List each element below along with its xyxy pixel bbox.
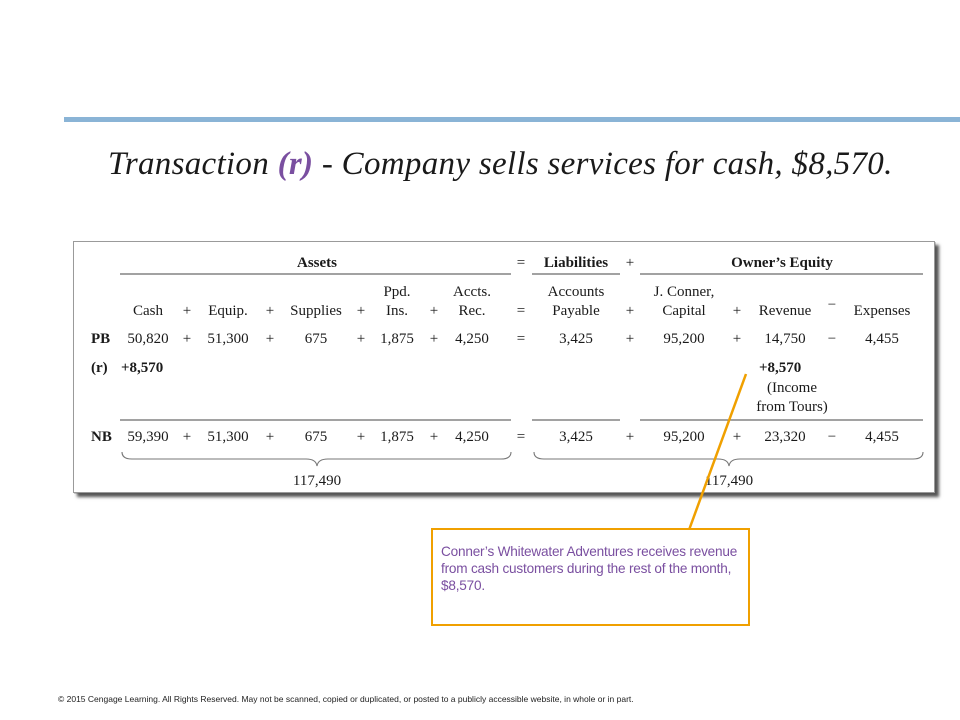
op-plus: + — [430, 303, 438, 319]
header-liabilities: Liabilities — [544, 255, 608, 271]
row-label-pb: PB — [91, 331, 110, 347]
op-plus: + — [266, 331, 274, 347]
nb-capital: 95,200 — [663, 429, 704, 445]
pb-ppd: 1,875 — [380, 331, 414, 347]
liab-equity-total-brace — [533, 451, 924, 467]
header-equals-op: = — [517, 255, 525, 271]
col-equip: Equip. — [208, 303, 248, 319]
col-ap-line2: Payable — [552, 303, 600, 319]
op-plus: + — [357, 303, 365, 319]
nb-cash: 59,390 — [127, 429, 168, 445]
assets-total-brace — [121, 451, 512, 467]
nb-expenses: 4,455 — [865, 429, 899, 445]
nb-equip: 51,300 — [207, 429, 248, 445]
op-equals: = — [517, 429, 525, 445]
row-label-nb: NB — [91, 429, 112, 445]
nb-accts: 4,250 — [455, 429, 489, 445]
title-suffix: - Company sells services for cash, $8,57… — [313, 146, 893, 182]
op-plus: + — [626, 331, 634, 347]
header-assets: Assets — [297, 255, 337, 271]
op-plus: + — [357, 331, 365, 347]
top-accent-rule — [64, 117, 960, 122]
op-plus: + — [266, 303, 274, 319]
pb-cash: 50,820 — [127, 331, 168, 347]
op-plus: + — [626, 429, 634, 445]
op-minus: − — [828, 331, 836, 347]
pb-revenue: 14,750 — [764, 331, 805, 347]
title-prefix: Transaction — [108, 146, 278, 182]
r-revenue: +8,570 — [759, 360, 801, 376]
pb-ap: 3,425 — [559, 331, 593, 347]
col-ap-line1: Accounts — [548, 284, 605, 300]
r-revenue-note-line1: (Income — [767, 380, 817, 396]
op-plus: + — [626, 303, 634, 319]
equation-table-svg: Assets = Liabilities + Owner’s Equity Pp… — [91, 255, 924, 489]
slide-title: Transaction (r) - Company sells services… — [108, 142, 908, 187]
pb-accts: 4,250 — [455, 331, 489, 347]
nb-ppd: 1,875 — [380, 429, 414, 445]
op-plus: + — [183, 331, 191, 347]
op-plus: + — [357, 429, 365, 445]
op-minus: − — [828, 297, 836, 313]
pb-capital: 95,200 — [663, 331, 704, 347]
op-equals: = — [517, 331, 525, 347]
pb-expenses: 4,455 — [865, 331, 899, 347]
nb-supplies: 675 — [305, 429, 328, 445]
header-owners-equity: Owner’s Equity — [731, 255, 833, 271]
nb-ap: 3,425 — [559, 429, 593, 445]
op-equals: = — [517, 303, 525, 319]
nb-revenue: 23,320 — [764, 429, 805, 445]
col-capital-line1: J. Conner, — [654, 284, 715, 300]
col-revenue: Revenue — [759, 303, 812, 319]
r-cash: +8,570 — [121, 360, 163, 376]
col-accts-line1: Accts. — [453, 284, 491, 300]
col-capital-line2: Capital — [662, 303, 705, 319]
assets-total: 117,490 — [293, 473, 341, 489]
title-transaction-code: (r) — [277, 146, 314, 182]
r-revenue-note-line2: from Tours) — [756, 399, 828, 415]
op-plus: + — [430, 331, 438, 347]
op-plus: + — [733, 429, 741, 445]
op-plus: + — [733, 303, 741, 319]
pb-supplies: 675 — [305, 331, 328, 347]
row-label-r: (r) — [91, 360, 108, 376]
op-plus: + — [266, 429, 274, 445]
col-expenses: Expenses — [854, 303, 911, 319]
header-plus-op: + — [626, 255, 634, 271]
copyright-footer: © 2015 Cengage Learning. All Rights Rese… — [58, 694, 634, 704]
op-plus: + — [183, 303, 191, 319]
callout-note: Conner’s Whitewater Adventures receives … — [431, 528, 750, 626]
op-plus: + — [183, 429, 191, 445]
pb-equip: 51,300 — [207, 331, 248, 347]
col-ppd-line2: Ins. — [386, 303, 408, 319]
col-accts-line2: Rec. — [458, 303, 485, 319]
op-plus: + — [430, 429, 438, 445]
col-cash: Cash — [133, 303, 164, 319]
col-supplies: Supplies — [290, 303, 342, 319]
liab-equity-total: 117,490 — [705, 473, 753, 489]
op-minus: − — [828, 429, 836, 445]
accounting-equation-table: Assets = Liabilities + Owner’s Equity Pp… — [73, 241, 935, 493]
op-plus: + — [733, 331, 741, 347]
col-ppd-line1: Ppd. — [383, 284, 410, 300]
